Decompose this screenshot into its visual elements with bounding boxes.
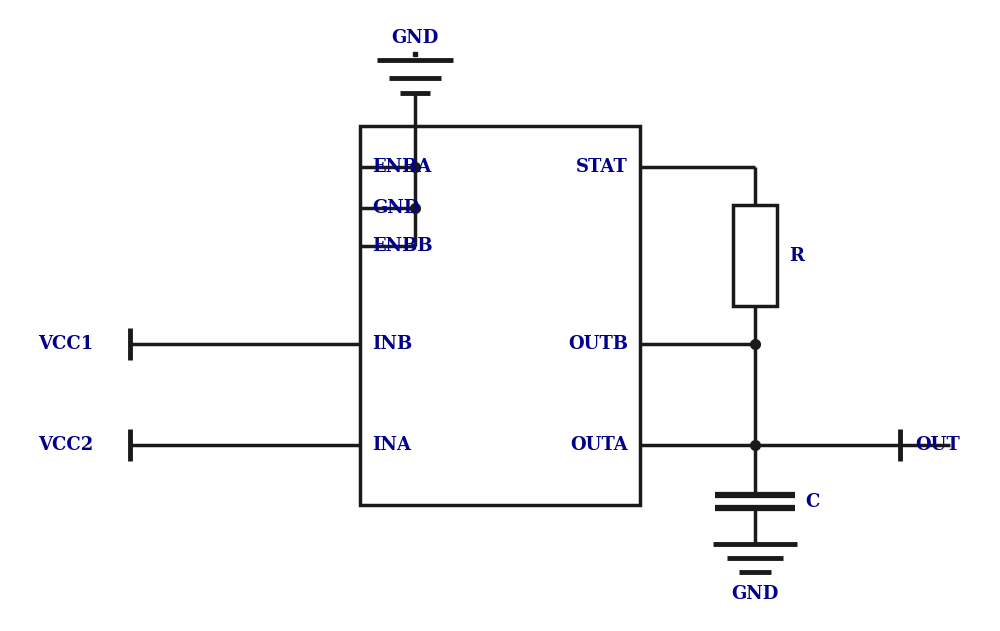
Text: VCC2: VCC2 <box>38 436 93 454</box>
Text: ENBB: ENBB <box>372 237 433 255</box>
Text: ENBA: ENBA <box>372 158 431 176</box>
Text: STAT: STAT <box>576 158 628 176</box>
Text: R: R <box>789 247 804 264</box>
Text: OUT: OUT <box>915 436 960 454</box>
Text: INA: INA <box>372 436 411 454</box>
Text: OUTA: OUTA <box>570 436 628 454</box>
Bar <box>733 205 777 306</box>
Text: C: C <box>805 493 819 510</box>
Bar <box>360 126 640 505</box>
Text: OUTB: OUTB <box>568 335 628 353</box>
Text: GND: GND <box>391 29 439 47</box>
Text: VCC1: VCC1 <box>38 335 93 353</box>
Text: INB: INB <box>372 335 412 353</box>
Text: GND: GND <box>731 586 779 603</box>
Text: GND: GND <box>372 199 419 217</box>
